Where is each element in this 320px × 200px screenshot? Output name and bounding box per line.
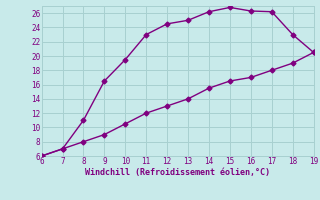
X-axis label: Windchill (Refroidissement éolien,°C): Windchill (Refroidissement éolien,°C) [85,168,270,177]
